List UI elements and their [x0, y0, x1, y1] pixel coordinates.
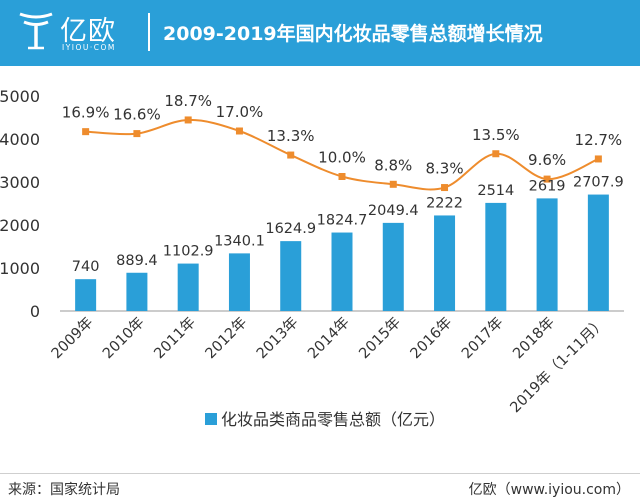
- footer-source: 来源：国家统计局: [8, 482, 120, 498]
- y-tick-label: 1000: [0, 259, 40, 278]
- bar: [280, 241, 302, 311]
- x-tick-label: 2012年: [202, 314, 250, 362]
- growth-value-label: 9.6%: [528, 151, 566, 169]
- growth-value-label: 16.9%: [62, 104, 110, 122]
- x-tick-label: 2017年: [458, 314, 506, 362]
- growth-value-label: 13.5%: [472, 126, 520, 144]
- growth-marker: [235, 127, 243, 135]
- logo-text: 亿欧: [60, 16, 116, 47]
- growth-marker: [389, 180, 397, 188]
- bar-value-label: 1624.9: [265, 221, 316, 237]
- legend-swatch: [205, 413, 217, 425]
- x-tick-label: 2018年: [510, 314, 558, 362]
- legend-label: 化妆品类商品零售总额（亿元）: [221, 410, 445, 429]
- growth-marker: [338, 173, 346, 180]
- header-divider: [148, 13, 150, 51]
- bar: [126, 272, 148, 311]
- growth-marker: [287, 151, 295, 159]
- bar: [587, 194, 609, 311]
- bar-value-label: 2049.4: [368, 203, 419, 219]
- logo-subtext: IYIOU·COM: [62, 43, 116, 52]
- bar-series: [75, 194, 609, 311]
- growth-value-label: 8.3%: [425, 160, 463, 178]
- bar: [228, 253, 250, 311]
- y-tick-label: 2000: [0, 216, 40, 235]
- bar-value-label: 740: [72, 259, 100, 275]
- iyiou-logo-icon: [19, 12, 53, 50]
- y-tick-label: 3000: [0, 173, 40, 192]
- bar-value-label: 1824.7: [317, 213, 368, 229]
- growth-line-series: [82, 116, 602, 192]
- x-tick-label: 2011年: [151, 314, 199, 362]
- bar-value-label: 2707.9: [573, 175, 624, 191]
- x-tick-label: 2010年: [99, 314, 147, 362]
- growth-value-label: 12.7%: [575, 131, 623, 149]
- x-tick-label: 2016年: [407, 314, 455, 362]
- bar: [75, 279, 97, 311]
- y-tick-label: 5000: [0, 87, 40, 106]
- growth-marker: [82, 128, 90, 136]
- bar: [434, 215, 456, 311]
- chart: 0 1000 2000 3000 4000 5000 2009年 2010年 2011年 2012…: [0, 87, 624, 429]
- growth-marker: [441, 184, 449, 192]
- growth-value-label: 8.8%: [374, 156, 412, 174]
- growth-value-label: 17.0%: [216, 103, 264, 121]
- y-tick-label: 0: [30, 302, 40, 321]
- bar: [177, 263, 199, 311]
- growth-marker: [133, 130, 141, 138]
- growth-value-label: 10.0%: [318, 149, 366, 167]
- x-tick-label: 2015年: [356, 314, 404, 362]
- x-tick-label: 2014年: [304, 314, 352, 362]
- bar: [382, 222, 404, 311]
- growth-value-label: 18.7%: [164, 92, 212, 110]
- bar-value-label: 2514: [477, 183, 514, 199]
- growth-marker: [492, 150, 500, 158]
- y-tick-label: 4000: [0, 130, 40, 149]
- bar-value-label: 1102.9: [163, 244, 214, 260]
- footer-divider: [0, 473, 640, 474]
- growth-marker: [543, 175, 551, 183]
- growth-marker: [184, 116, 192, 124]
- page-title: 2009-2019年国内化妆品零售总额增长情况: [163, 23, 543, 45]
- growth-value-label: 16.6%: [113, 106, 161, 124]
- bar-value-label: 1340.1: [214, 233, 265, 249]
- header-banner: 亿欧 IYIOU·COM 2009-2019年国内化妆品零售总额增长情况: [0, 0, 640, 66]
- footer-brand: 亿欧（www.iyiou.com）: [468, 482, 630, 498]
- growth-value-label: 13.3%: [267, 127, 315, 145]
- growth-marker: [594, 155, 602, 163]
- legend: 化妆品类商品零售总额（亿元）: [205, 410, 445, 429]
- x-tick-label: 2019年（1-11月）: [507, 314, 609, 416]
- bar: [331, 232, 353, 311]
- bar-value-label: 889.4: [116, 253, 158, 269]
- bar-value-label: 2619: [529, 178, 566, 194]
- x-tick-label: 2013年: [253, 314, 301, 362]
- bar-value-label: 2222: [426, 195, 463, 211]
- x-tick-label: 2009年: [48, 314, 96, 362]
- bar: [536, 198, 558, 311]
- bar: [485, 202, 507, 311]
